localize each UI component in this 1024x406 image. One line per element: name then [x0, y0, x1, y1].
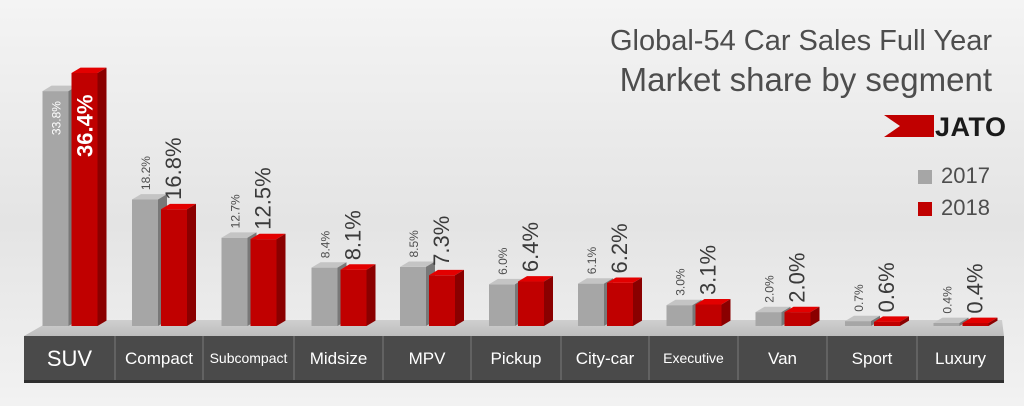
- category-label-compact: Compact: [125, 349, 193, 368]
- bar-2018-pickup-side: [544, 276, 553, 326]
- bar-2018-luxury-front: [963, 323, 989, 326]
- bar-2018-executive-value-label: 3.1%: [696, 245, 721, 295]
- bar-2018-suv: 36.4%: [72, 68, 107, 326]
- bar-2017-executive-front: [667, 305, 693, 326]
- legend-swatch-2018: [918, 202, 932, 216]
- bar-2017-luxury-front: [934, 323, 960, 326]
- category-label-subcompact: Subcompact: [210, 350, 288, 366]
- bar-2017-mpv-front: [400, 267, 426, 326]
- bar-2018-sport-value-label: 0.6%: [874, 262, 899, 312]
- category-label-pickup: Pickup: [490, 349, 541, 368]
- bar-2018-executive-front: [696, 304, 722, 326]
- category-band-shadow: [24, 380, 1004, 383]
- bar-2017-compact-value-label: 18.2%: [139, 156, 153, 190]
- bar-2017-subcompact-front: [222, 238, 248, 326]
- chart-subtitle: Market share by segment: [620, 61, 992, 98]
- category-label-suv: SUV: [47, 346, 93, 371]
- category-label-sport: Sport: [852, 349, 893, 368]
- legend-label-2017: 2017: [941, 163, 990, 188]
- bar-2017-sport-front: [845, 321, 871, 326]
- bar-2018-sport-front: [874, 322, 900, 326]
- bar-2017-midsize-value-label: 8.4%: [319, 231, 333, 259]
- bar-2017-luxury-value-label: 0.4%: [941, 286, 955, 314]
- legend-label-2018: 2018: [941, 195, 990, 220]
- bar-2018-suv-side: [98, 68, 107, 326]
- bar-2017-sport-value-label: 0.7%: [852, 284, 866, 312]
- bar-2017-compact-front: [132, 200, 158, 327]
- bar-2017-van-value-label: 2.0%: [763, 275, 777, 303]
- bar-2018-mpv-front: [429, 275, 455, 326]
- bar-2018-compact-side: [187, 204, 196, 326]
- logo-text: JATO: [935, 112, 1007, 142]
- bar-2018-mpv-value-label: 7.3%: [429, 216, 454, 266]
- bar-2018-suv-value-label: 36.4%: [73, 95, 98, 157]
- bar-2018-van-value-label: 2.0%: [785, 253, 810, 303]
- chart-title: Global-54 Car Sales Full Year: [610, 25, 992, 57]
- bar-2018-van-front: [785, 312, 811, 326]
- bar-2017-mpv-value-label: 8.5%: [407, 230, 421, 258]
- bar-2018-midsize-value-label: 8.1%: [341, 210, 366, 260]
- bar-2018-compact-front: [161, 209, 187, 326]
- category-label-midsize: Midsize: [310, 349, 368, 368]
- bar-2018-midsize-front: [341, 270, 367, 326]
- bar-2018-midsize-side: [367, 264, 376, 326]
- bar-2018-city-car-side: [633, 278, 642, 326]
- bar-2017-subcompact-value-label: 12.7%: [229, 194, 243, 228]
- bar-2017-executive-value-label: 3.0%: [674, 268, 688, 296]
- bar-2018-luxury-value-label: 0.4%: [963, 263, 988, 313]
- bar-2017-pickup-front: [489, 284, 515, 326]
- category-label-executive: Executive: [663, 350, 724, 366]
- bar-2018-city-car-front: [607, 283, 633, 326]
- bar-2018-mpv-side: [455, 270, 464, 326]
- bar-2017-midsize-front: [312, 268, 338, 326]
- bar-2018-pickup-value-label: 6.4%: [518, 222, 543, 272]
- bar-2018-subcompact-value-label: 12.5%: [251, 167, 276, 229]
- bar-2017-suv-value-label: 33.8%: [50, 101, 64, 135]
- bar-2017-pickup-value-label: 6.0%: [496, 247, 510, 275]
- bar-2017-van-front: [756, 312, 782, 326]
- bar-2018-city-car-value-label: 6.2%: [607, 223, 632, 273]
- bar-2017-city-car-value-label: 6.1%: [585, 247, 599, 275]
- category-axis: SUV Compact Subcompact Midsize MPV Pickup City…: [24, 336, 1004, 383]
- bar-2018-compact-value-label: 16.8%: [161, 137, 186, 199]
- category-label-mpv: MPV: [409, 349, 447, 368]
- category-label-city-car: City-car: [576, 349, 635, 368]
- bar-2017-city-car-front: [578, 284, 604, 326]
- bar-2018-pickup-front: [518, 282, 544, 326]
- bar-2018-subcompact-front: [251, 239, 277, 326]
- legend-swatch-2017: [918, 170, 932, 184]
- category-label-luxury: Luxury: [935, 349, 987, 368]
- category-label-van: Van: [768, 349, 797, 368]
- bar-2018-subcompact-side: [277, 234, 286, 326]
